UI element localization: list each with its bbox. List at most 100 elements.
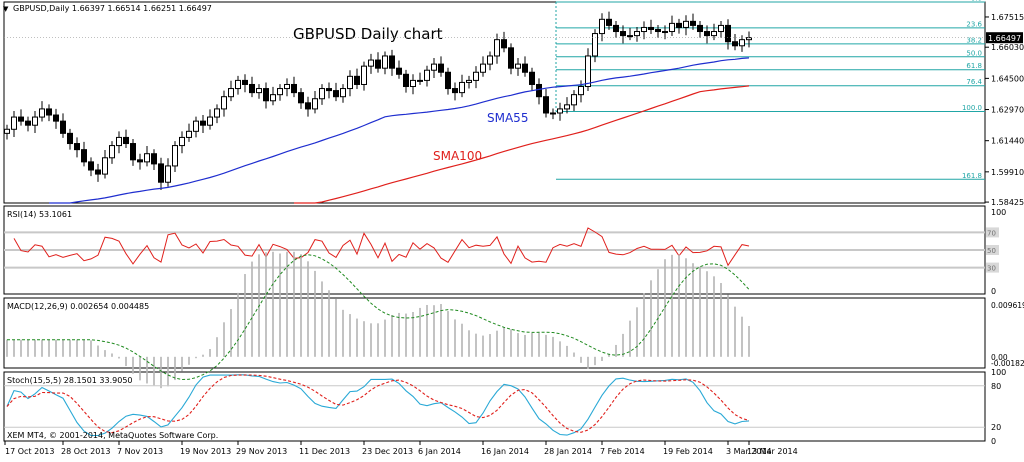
price-tick-label: 1.61440 [991,137,1024,146]
candle-bear [25,120,31,126]
candle-bull [207,116,213,126]
candle-bear [613,24,619,33]
candle-bull [172,145,178,167]
price-tick-label: 1.66030 [991,43,1024,52]
symbol-info: GBPUSD,Daily 1.66397 1.66514 1.66251 1.6… [13,4,212,13]
candle-bear [536,83,542,98]
candle-bear [697,24,703,33]
candle-bull [186,130,192,138]
candle-bull [417,79,423,82]
candle-bull [11,116,17,130]
dropdown-arrow-icon: ▼ [3,5,9,13]
x-tick-label: 11 Dec 2013 [299,447,350,456]
fib-label-161.8: 161.8 [962,172,982,180]
fib-label-23.6: 23.6 [966,20,982,28]
rsi-level-label: 30 [987,265,996,273]
x-tick-label: 3 Mar 2014 [726,447,772,456]
candle-bull [256,88,262,94]
candle-bull [382,55,388,69]
candle-bull [235,79,241,90]
candle-bull [711,31,717,37]
panel-frame-macd [3,297,986,369]
candle-bear [389,55,395,69]
candle-bull [4,128,10,134]
candle-bull [627,35,633,38]
candle-bull [144,153,150,163]
fib-label-50.0: 50.0 [966,49,982,57]
candle-bull [214,108,220,118]
candle-bear [305,102,311,110]
stoch-signal-line [6,374,750,434]
candle-bull [319,88,325,100]
candle-bull [515,63,521,69]
x-tick-label: 13 Mar 2014 [747,447,798,456]
candle-bull [228,88,234,98]
candle-bear [543,96,549,114]
sma100-label: SMA100 [433,149,482,163]
x-tick-label: 19 Feb 2014 [663,447,713,456]
sma55-line [49,57,750,204]
candle-bear [46,108,52,116]
candle-bull [662,31,668,34]
candle-bull [557,108,563,114]
candle-bear [95,169,101,175]
candle-bear [130,143,136,161]
price-tick-label: 1.59910 [991,168,1024,177]
candle-bear [403,73,409,88]
fib-label-100.0: 100.0 [962,104,982,112]
candle-bull [683,20,689,28]
x-tick-label: 28 Jan 2014 [544,447,592,456]
candle-bear [375,59,381,69]
candle-bear [508,47,514,69]
candle-bull [592,33,598,57]
candle-bull [116,136,122,147]
x-tick-label: 28 Oct 2013 [61,447,110,456]
candle-bull [165,165,171,183]
x-tick-label: 19 Nov 2013 [180,447,231,456]
candle-bull [431,63,437,71]
fib-label-61.8: 61.8 [966,62,982,70]
candle-bear [60,120,66,134]
candle-bull [669,22,675,33]
candle-bull [487,55,493,65]
candle-bull [221,96,227,110]
candle-bull [459,81,465,94]
candle-bull [473,71,479,81]
candle-bear [298,92,304,104]
candle-bear [158,163,164,183]
x-tick-label: 6 Jan 2014 [418,447,461,456]
candle-bull [277,88,283,96]
candle-bear [67,132,73,145]
rsi-level-label: 50 [987,247,996,255]
candle-bear [326,88,332,92]
stoch-tick: 0 [991,437,996,446]
stoch-label: Stoch(15,5,5) 28.1501 33.9050 [7,376,133,385]
candle-bear [249,83,255,94]
candle-bear [725,24,731,43]
price-tick-label: 1.58425 [991,198,1024,207]
stoch-tick: 20 [991,423,1001,432]
candle-bull [564,104,570,110]
macd-tick-high: 0.009619 [991,301,1024,310]
candle-bear [18,116,24,122]
rsi-level-label: 70 [987,229,996,237]
rsi-level-box [986,245,999,255]
candle-bear [676,22,682,28]
candle-bear [529,71,535,85]
rsi-level-box [986,227,999,238]
candle-bear [151,153,157,165]
candle-bear [606,18,612,26]
candle-bull [480,63,486,73]
candle-bear [123,136,129,145]
candle-bull [340,88,346,98]
candle-bear [438,63,444,73]
candle-bear [445,71,451,90]
panel-frame-price [3,1,986,204]
stoch-main-line [6,374,750,437]
rsi-level-box [986,262,999,273]
macd-label: MACD(12,26,9) 0.002654 0.004485 [7,302,149,311]
rsi-tick-100: 100 [991,208,1006,217]
candle-bull [739,39,745,47]
